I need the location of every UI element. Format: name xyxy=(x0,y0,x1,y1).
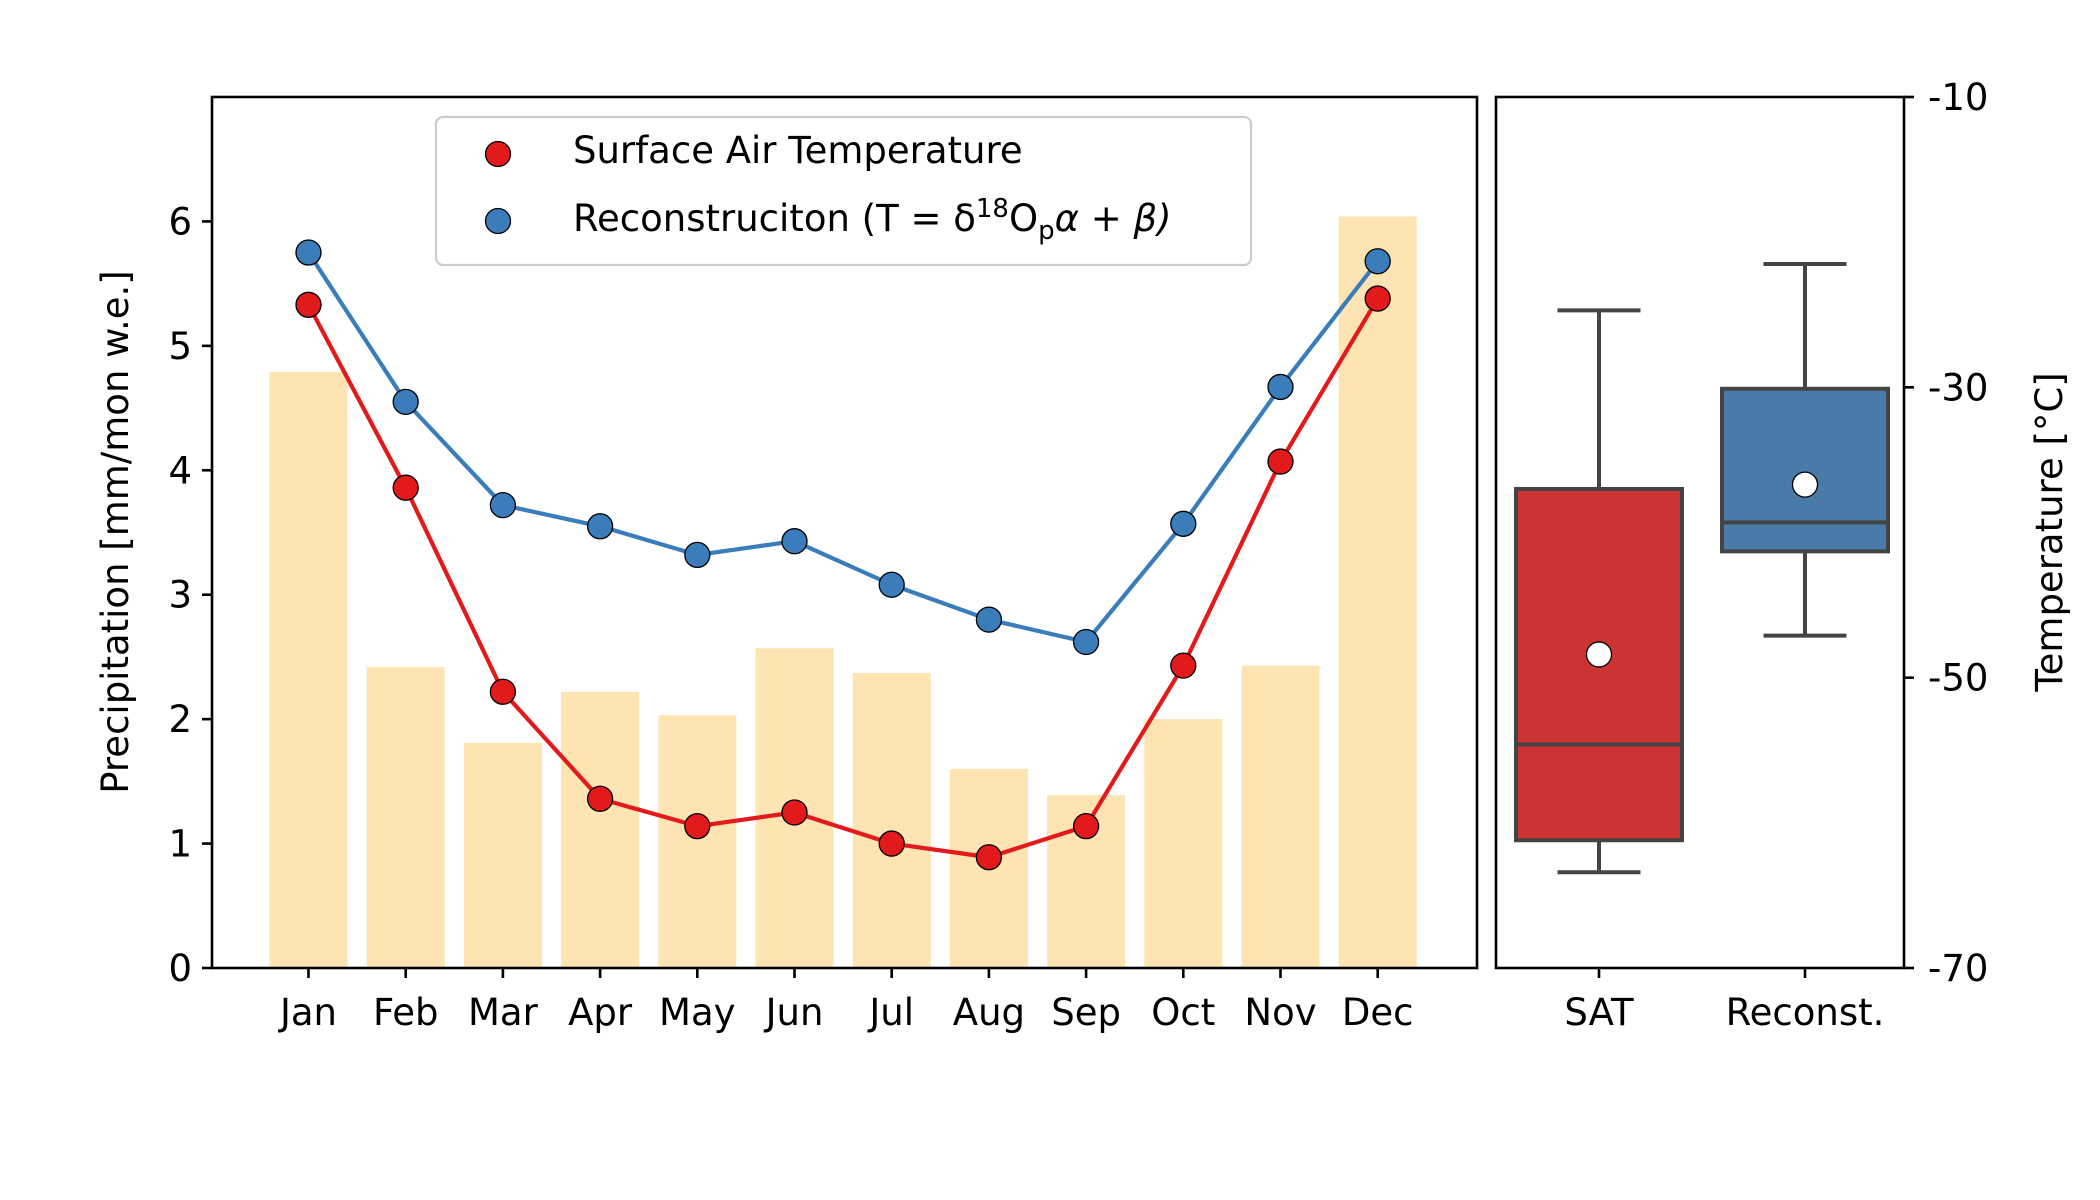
point-reconstruction-oct xyxy=(1170,510,1197,537)
left-ytick-label-1: 1 xyxy=(168,823,192,866)
left-y-ticks: 0 1 2 3 4 5 6 xyxy=(168,200,212,990)
xtick-label-jun: Jun xyxy=(764,991,824,1034)
point-reconstruction-nov xyxy=(1267,373,1294,401)
point-sat-may xyxy=(684,813,711,840)
point-reconstruction-dec xyxy=(1364,248,1391,275)
point-sat-nov xyxy=(1267,448,1294,475)
line-reconstruction xyxy=(306,251,1380,645)
y-axis-label-precipitation: Precipitation [mm/mon w.e.] xyxy=(94,270,137,794)
point-reconstruction-sep xyxy=(1072,628,1100,656)
precip-bar-dec xyxy=(1338,216,1417,969)
point-reconstruction-jul xyxy=(878,571,905,598)
precip-bar-nov xyxy=(1241,665,1320,968)
legend: Surface Air Temperature Reconstruciton (… xyxy=(434,115,1253,267)
precip-bar-feb xyxy=(366,666,445,968)
xtick-label-jul: Jul xyxy=(867,991,914,1034)
xtick-label-may: May xyxy=(659,991,736,1034)
left-plot-frame xyxy=(210,95,1479,970)
mean-marker-reconst xyxy=(1791,471,1819,498)
point-reconstruction-mar xyxy=(489,491,517,519)
point-sat-apr xyxy=(586,785,614,812)
point-reconstruction-jun xyxy=(781,528,808,555)
right-y-ticks: -10 -30 -50 -70 xyxy=(1904,76,1988,990)
right-ytick-label--10: -10 xyxy=(1928,76,1988,119)
left-ytick-label-6: 6 xyxy=(168,200,192,243)
xtick-label-feb: Feb xyxy=(373,991,439,1034)
right-xtick-label-sat: SAT xyxy=(1564,991,1634,1034)
xtick-label-aug: Aug xyxy=(953,991,1025,1034)
point-reconstruction-feb xyxy=(392,388,419,416)
left-x-ticks: Jan Feb Mar Apr May Jun Jul Aug Sep Oct Nov Dec xyxy=(278,968,1414,1034)
left-ytick-label-0: 0 xyxy=(168,947,192,990)
legend-label-reconstruction: Reconstruciton (T = δ18Opα + β) xyxy=(573,194,1172,246)
temperature-box-panel: -10 -30 -50 -70 SAT Reconst. Temperature [°C… xyxy=(1494,76,2071,1034)
left-ytick-label-3: 3 xyxy=(168,574,192,617)
y-axis-label-temperature: Temperature [°C] xyxy=(2028,372,2071,692)
xtick-label-apr: Apr xyxy=(568,991,633,1034)
left-ytick-label-2: 2 xyxy=(168,698,192,741)
left-ytick-label-5: 5 xyxy=(168,325,192,368)
precip-bar-may xyxy=(658,715,737,968)
legend-marker-sat xyxy=(484,140,512,168)
xtick-label-nov: Nov xyxy=(1244,991,1316,1034)
precip-bar-jan xyxy=(269,371,348,968)
precipitation-bars xyxy=(269,216,1417,969)
box-plots xyxy=(1514,261,1890,875)
point-reconstruction-may xyxy=(684,541,711,569)
xtick-label-sep: Sep xyxy=(1051,991,1121,1034)
right-ytick-label--30: -30 xyxy=(1928,366,1988,409)
point-sat-dec xyxy=(1364,285,1391,312)
box-reconst xyxy=(1720,386,1890,554)
right-xtick-label-reconst: Reconst. xyxy=(1726,991,1885,1034)
point-reconstruction-jan xyxy=(295,239,322,266)
point-reconstruction-aug xyxy=(975,606,1003,633)
right-ytick-label--50: -50 xyxy=(1928,657,1988,700)
precip-bar-oct xyxy=(1144,719,1223,968)
xtick-label-jan: Jan xyxy=(278,991,337,1034)
point-sat-sep xyxy=(1072,813,1100,840)
legend-box xyxy=(434,115,1253,267)
xtick-label-dec: Dec xyxy=(1342,991,1414,1034)
point-sat-aug xyxy=(975,844,1003,871)
point-sat-mar xyxy=(489,678,517,705)
mean-marker-sat xyxy=(1585,641,1613,668)
series-points xyxy=(295,239,1391,871)
left-ytick-label-4: 4 xyxy=(168,449,192,492)
right-ytick-label--70: -70 xyxy=(1928,947,1988,990)
xtick-label-mar: Mar xyxy=(468,991,539,1034)
point-sat-jun xyxy=(781,799,808,826)
point-sat-jan xyxy=(295,291,322,318)
right-plot-frame xyxy=(1494,95,1906,970)
line-sat xyxy=(306,297,1380,860)
point-sat-feb xyxy=(392,474,419,501)
precip-bar-apr xyxy=(561,691,640,968)
legend-marker-reconstruction xyxy=(484,207,512,235)
point-sat-jul xyxy=(878,830,905,857)
precip-bar-mar xyxy=(463,742,542,968)
point-sat-oct xyxy=(1170,652,1197,679)
point-reconstruction-apr xyxy=(586,513,614,540)
xtick-label-oct: Oct xyxy=(1151,991,1215,1034)
legend-label-sat: Surface Air Temperature xyxy=(573,129,1023,172)
precipitation-panel: 0 1 2 3 4 5 6 Jan Feb Mar Apr May Jun Jul Aug Sep Oct No… xyxy=(94,95,1479,1034)
series-lines xyxy=(306,251,1380,860)
precip-bar-jul xyxy=(852,673,931,968)
right-x-ticks: SAT Reconst. xyxy=(1564,968,1884,1034)
